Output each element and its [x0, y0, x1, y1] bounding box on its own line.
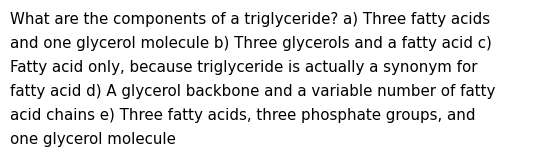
Text: acid chains e) Three fatty acids, three phosphate groups, and: acid chains e) Three fatty acids, three …: [10, 108, 475, 123]
Text: Fatty acid only, because triglyceride is actually a synonym for: Fatty acid only, because triglyceride is…: [10, 60, 478, 75]
Text: What are the components of a triglyceride? a) Three fatty acids: What are the components of a triglycerid…: [10, 12, 490, 27]
Text: one glycerol molecule: one glycerol molecule: [10, 132, 176, 147]
Text: and one glycerol molecule b) Three glycerols and a fatty acid c): and one glycerol molecule b) Three glyce…: [10, 36, 492, 51]
Text: fatty acid d) A glycerol backbone and a variable number of fatty: fatty acid d) A glycerol backbone and a …: [10, 84, 496, 99]
